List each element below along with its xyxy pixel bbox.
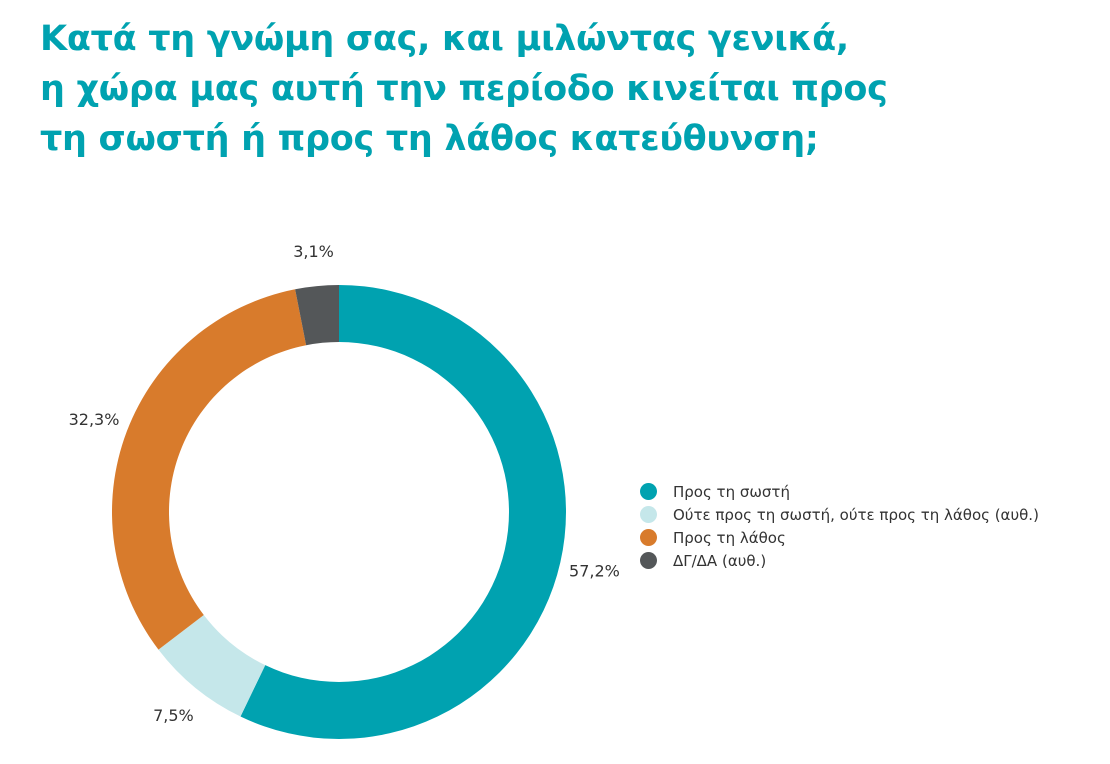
legend-swatch-icon: [640, 506, 657, 523]
legend-label: ΔΓ/ΔΑ (αυθ.): [673, 551, 767, 570]
slice-label-wrong: 32,3%: [69, 410, 120, 429]
donut-slice-neither: [158, 615, 266, 717]
legend-item-right: Προς τη σωστή: [640, 480, 1039, 503]
slice-label-right: 57,2%: [569, 561, 620, 580]
chart-title-line-1: Κατά τη γνώμη σας, και μιλώντας γενικά,: [40, 19, 849, 59]
legend-swatch-icon: [640, 552, 657, 569]
legend-item-dk-na: ΔΓ/ΔΑ (αυθ.): [640, 549, 1039, 572]
donut-slice-wrong: [111, 289, 307, 650]
legend-item-neither: Ούτε προς τη σωστή, ούτε προς τη λάθος (…: [640, 503, 1039, 526]
slice-label-neither: 7,5%: [153, 706, 194, 725]
legend-label: Προς τη σωστή: [673, 482, 790, 501]
donut-slice-right: [240, 285, 566, 739]
donut-slice-labels: 57,2% 7,5% 32,3% 3,1%: [69, 242, 620, 725]
chart-title: Κατά τη γνώμη σας, και μιλώντας γενικά, …: [40, 14, 1080, 164]
legend-item-wrong: Προς τη λάθος: [640, 526, 1039, 549]
legend-label: Ούτε προς τη σωστή, ούτε προς τη λάθος (…: [673, 505, 1039, 524]
donut-slices: [111, 285, 566, 739]
donut-slice-dk-na: [295, 285, 339, 346]
chart-title-line-2: η χώρα μας αυτή την περίοδο κινείται προ…: [40, 69, 888, 109]
legend-swatch-icon: [640, 483, 657, 500]
chart-title-line-3: τη σωστή ή προς τη λάθος κατεύθυνση;: [40, 119, 819, 159]
slice-label-dk-na: 3,1%: [293, 242, 334, 261]
legend-swatch-icon: [640, 529, 657, 546]
legend-label: Προς τη λάθος: [673, 528, 786, 547]
chart-legend: Προς τη σωστή Ούτε προς τη σωστή, ούτε π…: [640, 480, 1039, 572]
